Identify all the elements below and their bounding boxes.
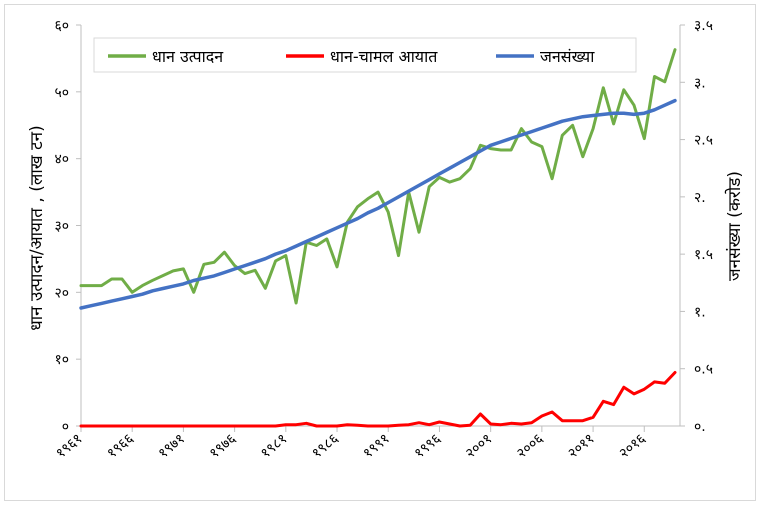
- right-tick-label: १.५: [694, 247, 713, 263]
- left-tick-label: ३०: [54, 219, 69, 235]
- right-axis-title: जनसंख्या (करोड): [724, 171, 745, 281]
- x-tick-label: १९८१: [258, 431, 291, 462]
- chart-frame: [4, 4, 756, 501]
- series-line-import: [79, 371, 677, 428]
- right-tick-label: २.: [694, 190, 706, 206]
- right-tick-label: २.५: [694, 133, 713, 149]
- left-tick-label: ४०: [54, 152, 69, 168]
- legend: धान उत्पादन धान-चामल आयात जनसंख्या: [93, 37, 637, 73]
- right-tick-label: ३.५: [694, 18, 713, 34]
- right-tick-label: ३.: [694, 75, 706, 91]
- legend-label-production: धान उत्पादन: [152, 47, 224, 66]
- x-tick-label: १९९१: [360, 431, 393, 462]
- x-tick-label: १९६१: [53, 431, 86, 462]
- series-line-production: [79, 48, 677, 305]
- series-line-population: [79, 98, 677, 310]
- left-tick-label: १०: [54, 352, 69, 368]
- right-tick-label: ०.: [694, 419, 706, 435]
- x-axis-ticks: १९६१ १९६६ १९७१ १९७६ १९८१ १९८६ १९९१ १९९६ २००१ २००६…: [53, 426, 649, 462]
- right-tick-label: १.: [694, 304, 706, 320]
- legend-label-import: धान-चामल आयात: [330, 47, 438, 66]
- left-tick-label: ६०: [54, 18, 69, 34]
- left-axis-ticks: ० १० २० ३० ४० ५० ६०: [54, 18, 81, 435]
- left-axis-title: धान उत्पादन/आयात , (लाख टन): [27, 125, 47, 330]
- right-tick-label: ०.५: [694, 362, 713, 378]
- x-tick-label: १९७६: [207, 431, 240, 462]
- x-tick-label: २००६: [514, 431, 547, 462]
- x-tick-label: १९७१: [155, 431, 188, 462]
- x-tick-label: १९६६: [104, 431, 137, 462]
- x-tick-label: १९९६: [411, 431, 444, 462]
- x-tick-label: २०१६: [616, 431, 649, 462]
- right-axis-ticks: ०. ०.५ १. १.५ २. २.५ ३. ३.५: [680, 18, 713, 435]
- left-tick-label: ५०: [54, 85, 69, 101]
- x-tick-label: २००१: [463, 431, 496, 462]
- legend-box: [93, 37, 637, 73]
- left-tick-label: ०: [62, 419, 69, 435]
- x-tick-label: १९८६: [309, 431, 342, 462]
- x-tick-label: २०११: [565, 431, 598, 462]
- series-layer: [79, 48, 677, 428]
- legend-label-population: जनसंख्या: [540, 47, 595, 66]
- left-tick-label: २०: [54, 285, 69, 301]
